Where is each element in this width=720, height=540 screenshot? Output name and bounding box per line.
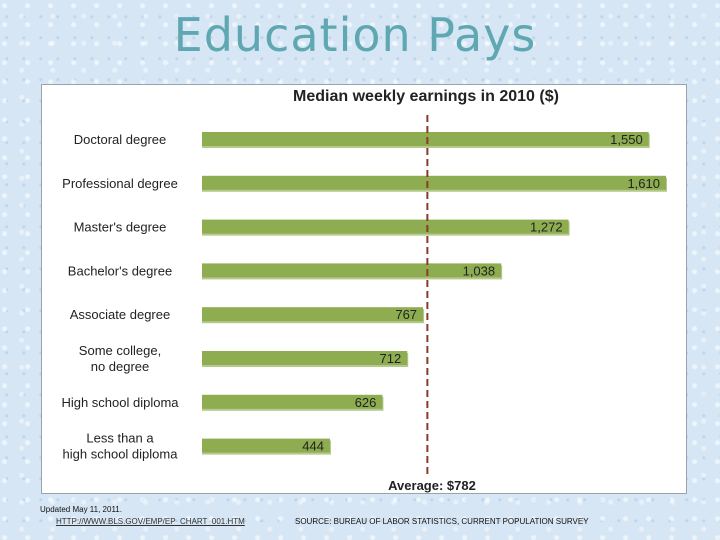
bar [202, 219, 569, 234]
value-label: 626 [355, 395, 377, 410]
bar [202, 307, 424, 322]
source-note: SOURCE: BUREAU OF LABOR STATISTICS, CURR… [295, 517, 589, 526]
category-label: Less than a [86, 431, 154, 446]
value-label: 444 [302, 439, 324, 454]
bar [202, 263, 502, 278]
value-label: 767 [395, 307, 417, 322]
category-label: Associate degree [70, 307, 170, 322]
average-label: Average: $782 [388, 478, 476, 493]
category-label: no degree [91, 359, 150, 374]
bar [202, 351, 408, 365]
value-label: 1,610 [627, 176, 660, 191]
chart-title: Median weekly earnings in 2010 ($) [293, 88, 559, 105]
category-label: Professional degree [62, 176, 178, 191]
category-label: Doctoral degree [74, 132, 167, 147]
bar [202, 438, 330, 453]
bar-chart: Median weekly earnings in 2010 ($) 1,550 D… [61, 88, 667, 493]
category-label: Master's degree [74, 220, 167, 235]
chart-panel: Median weekly earnings in 2010 ($) 1,550 D… [41, 84, 687, 494]
category-label: high school diploma [63, 447, 179, 462]
category-label: Some college, [79, 343, 161, 358]
category-label: High school diploma [61, 395, 179, 410]
source-link[interactable]: HTTP://WWW.BLS.GOV/EMP/EP_CHART_001.HTM [56, 517, 245, 526]
bar [202, 175, 666, 190]
bar [202, 394, 383, 409]
value-label: 1,550 [610, 132, 643, 147]
value-label: 1,038 [463, 263, 496, 278]
slide-title: Education Pays [173, 8, 537, 62]
value-label: 1,272 [530, 220, 563, 235]
value-label: 712 [379, 351, 401, 366]
bar [202, 132, 649, 146]
updated-date: Updated May 11, 2011. [40, 505, 122, 514]
category-label: Bachelor's degree [68, 263, 172, 278]
